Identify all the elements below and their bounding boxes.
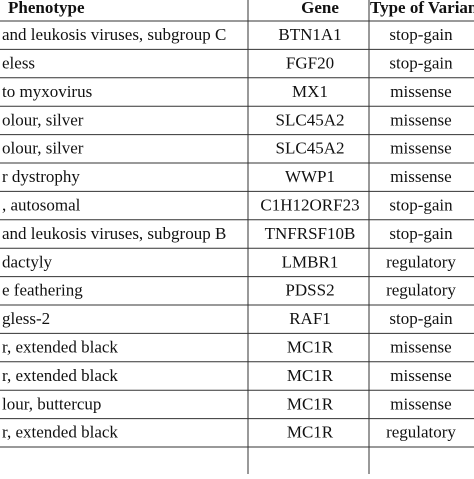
table-cell: C1H12ORF23	[260, 196, 359, 215]
table-cell: regulatory	[386, 423, 456, 442]
table-cell: lour, buttercup	[2, 394, 101, 413]
table-cell: gless-2	[2, 309, 50, 328]
table-cell: FGF20	[286, 54, 334, 73]
table-cell: eless	[2, 54, 35, 73]
table-cell: stop-gain	[389, 309, 453, 328]
table-cell: MC1R	[287, 338, 334, 357]
table-cell: stop-gain	[389, 196, 453, 215]
table-cell: olour, silver	[2, 139, 84, 158]
table-cell: WWP1	[285, 167, 335, 186]
table-cell: missense	[390, 338, 451, 357]
table-cell: olour, silver	[2, 110, 84, 129]
table-cell: missense	[390, 82, 451, 101]
header-cell: Type of Varian	[370, 0, 474, 17]
table-cell: r dystrophy	[2, 167, 80, 186]
table-cell: MX1	[292, 82, 328, 101]
header-cell: Phenotype	[8, 0, 85, 17]
table-cell: regulatory	[386, 281, 456, 300]
table-cell: missense	[390, 139, 451, 158]
table-cell: stop-gain	[389, 224, 453, 243]
table-cell: missense	[390, 110, 451, 129]
table-cell: LMBR1	[282, 252, 339, 271]
table-cell: regulatory	[386, 252, 456, 271]
table-cell: e feathering	[2, 281, 83, 300]
table-cell: TNFRSF10B	[265, 224, 356, 243]
table-cell: MC1R	[287, 394, 334, 413]
table-cell: , autosomal	[2, 196, 81, 215]
table-cell: missense	[390, 167, 451, 186]
table-cell: MC1R	[287, 423, 334, 442]
table-cell: and leukosis viruses, subgroup C	[2, 25, 226, 44]
table-cell: r, extended black	[2, 423, 118, 442]
header-cell: Gene	[301, 0, 339, 17]
table-cell: MC1R	[287, 366, 334, 385]
table-cell: BTN1A1	[278, 25, 341, 44]
table-cell: to myxovirus	[2, 82, 92, 101]
table-cell: missense	[390, 394, 451, 413]
table-cell: stop-gain	[389, 54, 453, 73]
table-cell: stop-gain	[389, 25, 453, 44]
table-cell: SLC45A2	[276, 110, 345, 129]
table-cell: SLC45A2	[276, 139, 345, 158]
table-cell: dactyly	[2, 252, 53, 271]
table-cell: missense	[390, 366, 451, 385]
table-cell: RAF1	[289, 309, 331, 328]
table-cell: r, extended black	[2, 366, 118, 385]
table-cell: and leukosis viruses, subgroup B	[2, 224, 226, 243]
table-cell: r, extended black	[2, 338, 118, 357]
table-cell: PDSS2	[285, 281, 334, 300]
